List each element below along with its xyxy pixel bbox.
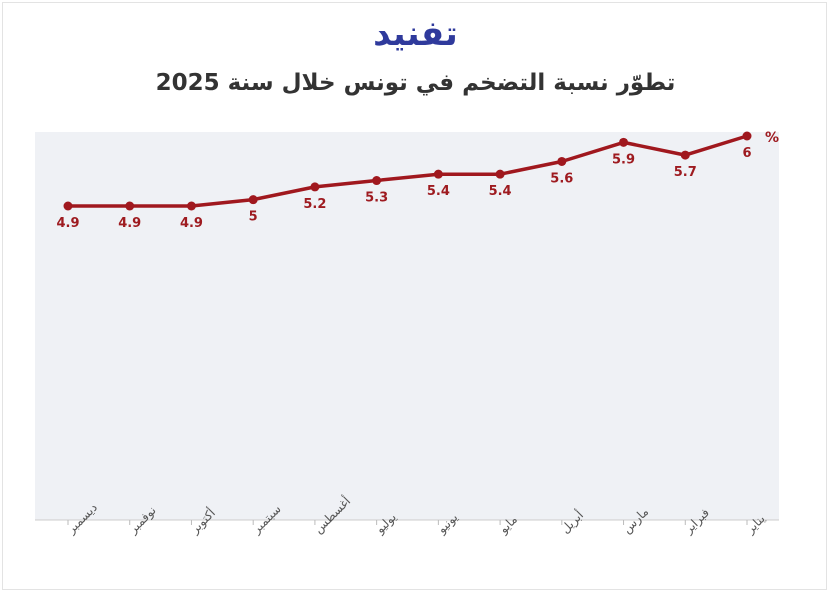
data-point [63, 201, 73, 211]
data-point [372, 176, 382, 186]
data-label: 5.4 [427, 184, 450, 199]
data-point [742, 131, 752, 141]
data-label: 5.6 [550, 171, 573, 186]
data-point [186, 201, 196, 211]
chart-title: تطوّر نسبة التضخم في تونس خلال سنة 2025 [155, 70, 676, 96]
series-line [66, 134, 749, 208]
plot-area [35, 132, 779, 520]
data-point [248, 195, 258, 205]
data-label: 5.7 [674, 165, 697, 180]
data-point [310, 182, 320, 192]
data-point [619, 137, 629, 147]
data-label: 5 [249, 210, 258, 225]
data-label: 5.2 [303, 197, 326, 212]
unit-label: % [765, 130, 779, 146]
data-label: 5.4 [489, 184, 512, 199]
data-label: 5.9 [612, 152, 635, 167]
brand-logo: تفنيد [373, 14, 458, 54]
data-label: 4.9 [118, 216, 141, 231]
data-label: 4.9 [180, 216, 203, 231]
data-point [433, 169, 443, 179]
data-label: 5.3 [365, 191, 388, 206]
data-point [557, 156, 567, 166]
data-point [495, 169, 505, 179]
data-label: 4.9 [56, 216, 79, 231]
data-point [125, 201, 135, 211]
data-point [680, 150, 690, 160]
data-label: 6 [742, 146, 751, 161]
